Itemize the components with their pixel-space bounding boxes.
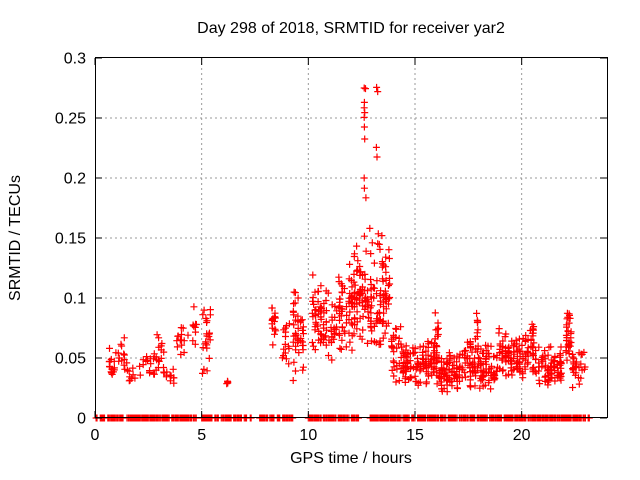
x-tick-label: 0 (91, 427, 100, 444)
tick-labels: 0 5 10 15 20 0 0.05 0.1 0.15 0.2 0.25 0.3 (55, 51, 531, 445)
scatter-markers (92, 83, 593, 422)
data-points (92, 83, 593, 422)
y-tick-label: 0.05 (55, 351, 86, 368)
x-tick-label: 5 (197, 427, 206, 444)
y-tick-label: 0.2 (64, 171, 86, 188)
y-tick-label: 0 (77, 411, 86, 428)
chart-title: Day 298 of 2018, SRMTID for receiver yar… (197, 20, 505, 37)
y-tick-label: 0.3 (64, 51, 86, 68)
y-tick-label: 0.25 (55, 111, 86, 128)
x-tick-label: 10 (299, 427, 317, 444)
x-tick-label: 15 (406, 427, 424, 444)
y-tick-label: 0.1 (64, 291, 86, 308)
x-tick-label: 20 (513, 427, 531, 444)
x-axis-label: GPS time / hours (290, 450, 412, 467)
y-axis-label: SRMTID / TECUs (7, 175, 24, 301)
axis-ticks (94, 57, 607, 419)
y-tick-label: 0.15 (55, 231, 86, 248)
